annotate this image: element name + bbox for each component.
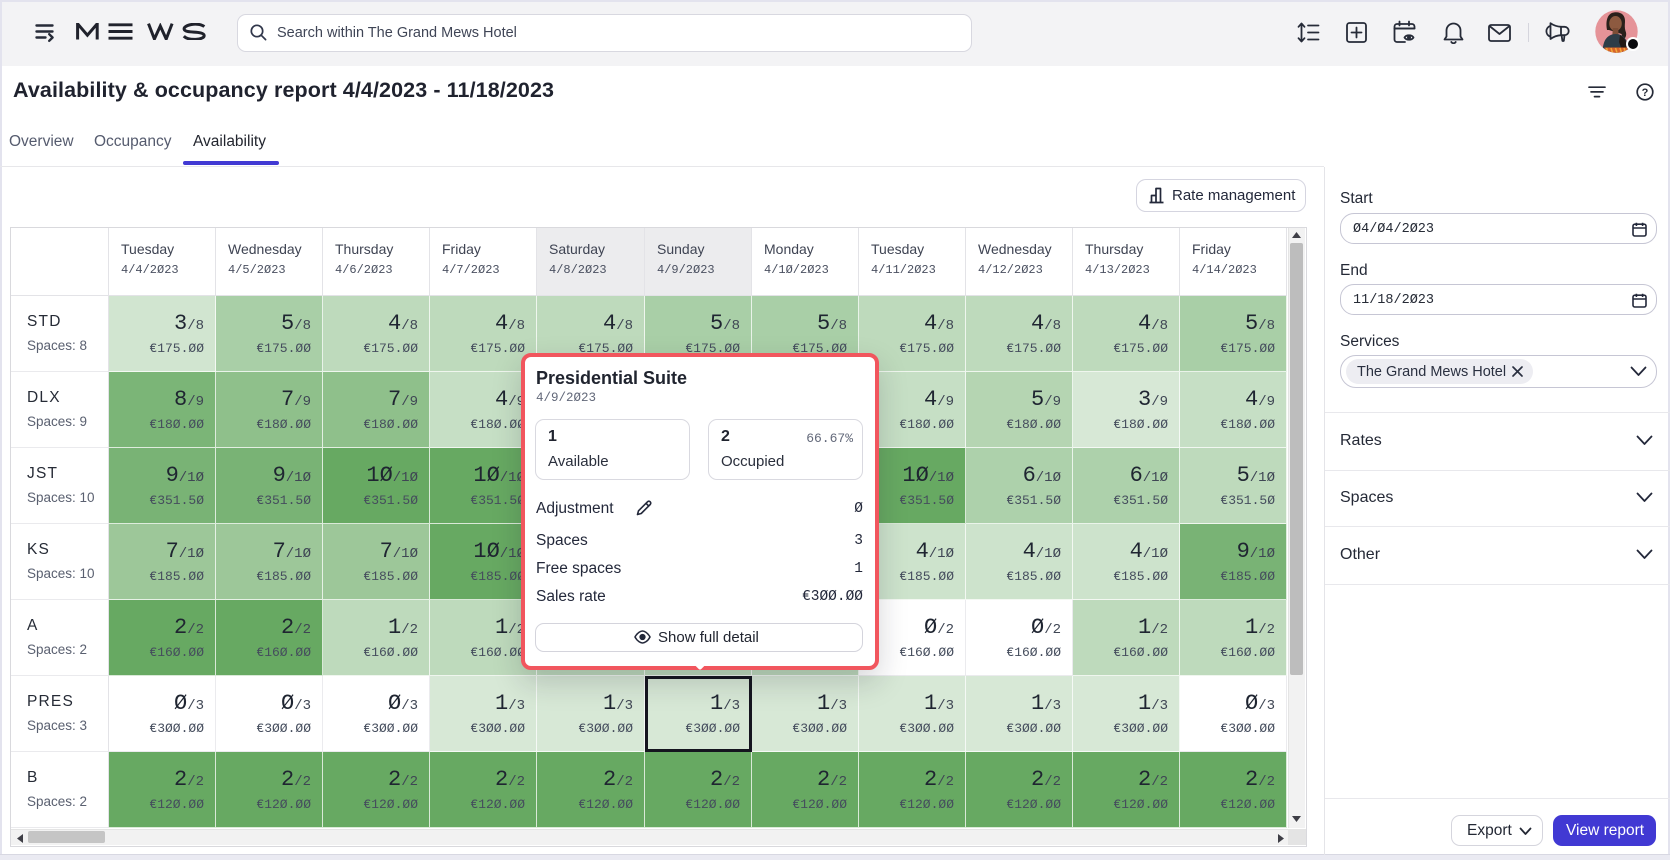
- svg-text:?: ?: [1642, 87, 1649, 99]
